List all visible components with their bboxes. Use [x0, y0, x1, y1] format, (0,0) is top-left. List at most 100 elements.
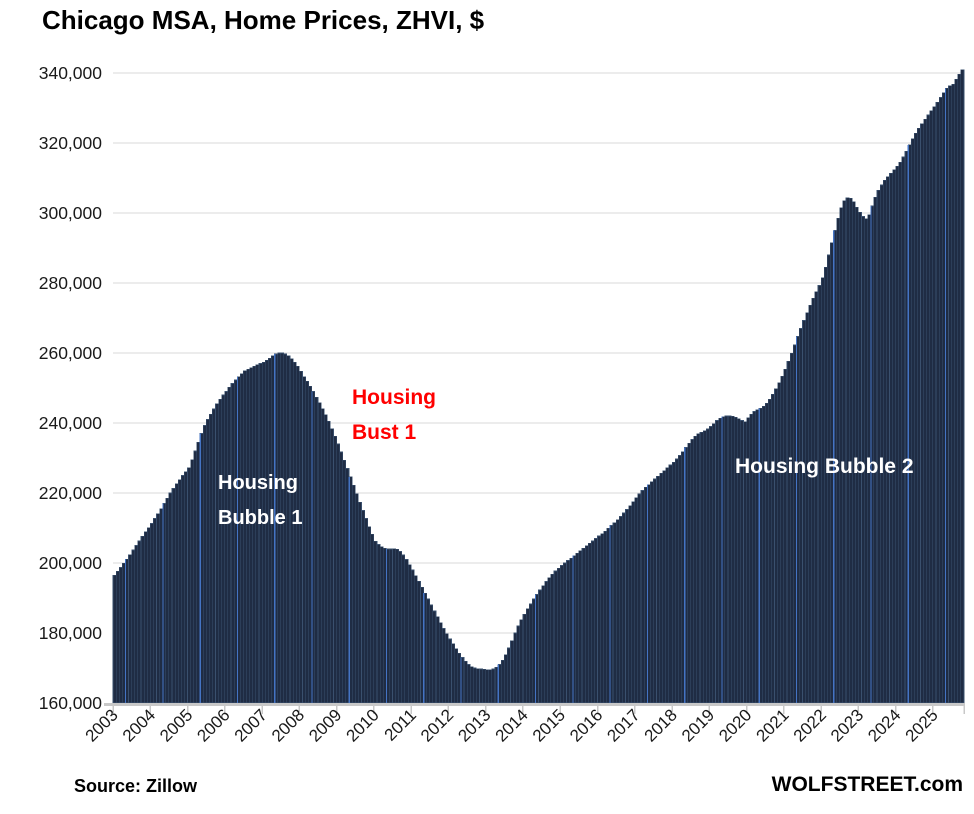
bar: [690, 439, 695, 704]
bar: [901, 156, 906, 704]
bar: [528, 603, 533, 704]
bar: [587, 543, 592, 704]
bar: [951, 83, 955, 704]
year-accent-line: [423, 593, 425, 703]
bar: [246, 368, 250, 704]
bar: [780, 375, 785, 704]
bar: [653, 478, 657, 704]
bar: [435, 616, 440, 704]
x-tick-label: 2011: [381, 705, 420, 744]
bar: [929, 110, 934, 704]
bar: [789, 353, 794, 704]
bar: [249, 367, 254, 704]
annotation-bubble2: Housing Bubble 2: [735, 455, 914, 478]
bar: [221, 394, 226, 704]
bar: [612, 522, 617, 704]
bar: [476, 668, 480, 704]
bar: [631, 501, 636, 704]
bar: [920, 123, 924, 704]
bar: [426, 598, 431, 704]
bar: [842, 200, 847, 704]
bar: [330, 428, 334, 704]
bar: [600, 533, 605, 704]
bar: [159, 508, 163, 704]
bar: [410, 569, 415, 704]
bar: [516, 625, 521, 704]
bar: [215, 403, 219, 704]
bar: [240, 373, 244, 704]
bar: [196, 441, 201, 704]
bar: [308, 385, 313, 704]
bar: [724, 415, 729, 704]
bar: [792, 344, 797, 704]
bar: [538, 589, 542, 704]
bar: [134, 545, 139, 704]
x-tick-label: 2012: [417, 705, 457, 745]
bar: [370, 533, 375, 704]
bar: [566, 560, 570, 704]
x-tick-label: 2008: [268, 705, 308, 745]
bar: [333, 435, 337, 704]
bar: [376, 544, 381, 704]
bar: [174, 483, 179, 704]
bar: [441, 628, 446, 704]
bar: [118, 567, 123, 704]
bar: [140, 536, 145, 704]
bar: [413, 575, 418, 704]
bar: [777, 382, 782, 704]
bar: [494, 666, 499, 704]
bar: [373, 540, 378, 704]
bar: [712, 423, 716, 704]
bar: [258, 363, 263, 704]
bar: [181, 475, 185, 704]
bar: [507, 647, 511, 704]
bar: [550, 573, 555, 704]
bar: [367, 526, 372, 704]
year-accent-line: [721, 416, 723, 703]
year-accent-line: [907, 144, 909, 703]
bar: [404, 559, 409, 704]
bar: [637, 493, 642, 704]
x-tick-label: 2013: [454, 705, 494, 745]
bar: [327, 420, 331, 704]
annotation-bust1-line1: Housing: [352, 386, 436, 409]
y-tick-label: 320,000: [39, 133, 103, 153]
year-accent-line: [274, 354, 276, 703]
bar: [488, 669, 493, 704]
bar: [917, 128, 921, 704]
bar: [687, 442, 691, 704]
bar: [615, 519, 620, 704]
bar: [230, 383, 235, 704]
bar: [709, 426, 713, 704]
bar: [851, 201, 856, 704]
bar: [295, 365, 300, 704]
bar: [184, 471, 188, 704]
bar: [205, 419, 210, 704]
year-accent-line: [870, 206, 872, 703]
x-tick-label: 2004: [119, 705, 159, 745]
bar: [345, 468, 350, 704]
bar: [485, 669, 490, 704]
bar: [892, 169, 896, 704]
bar: [299, 370, 303, 704]
x-axis: [104, 703, 965, 714]
bar: [802, 320, 806, 704]
bar: [938, 97, 943, 704]
bar: [622, 512, 626, 704]
year-accent-line: [125, 559, 127, 703]
y-axis-labels: 160,000 180,000 200,000 220,000 240,000 260,0…: [39, 63, 103, 713]
bar: [227, 386, 232, 704]
x-axis-labels: 2003200420052006200720082009201020112012…: [82, 705, 942, 745]
bar: [845, 197, 850, 704]
bar: [898, 161, 903, 704]
x-tick-label: 2018: [641, 705, 681, 745]
bar: [820, 277, 825, 704]
bar: [827, 254, 831, 704]
x-tick-label: 2025: [902, 705, 942, 745]
bar: [817, 285, 822, 704]
bar: [702, 430, 707, 704]
bar: [358, 501, 362, 704]
bar: [556, 567, 561, 704]
y-tick-label: 240,000: [39, 413, 103, 433]
bar: [547, 577, 552, 704]
